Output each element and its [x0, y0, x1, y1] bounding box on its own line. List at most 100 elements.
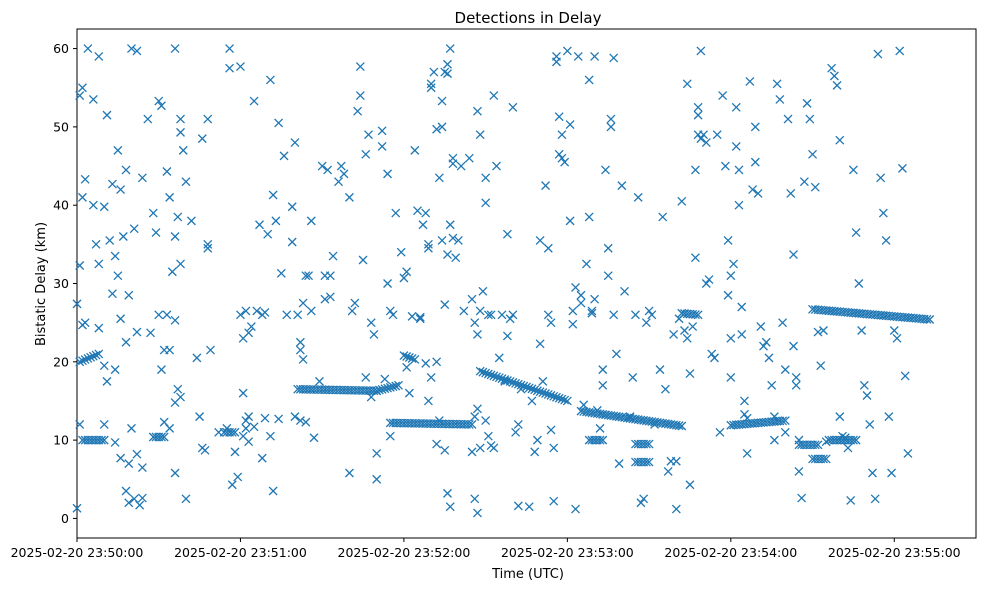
data-point: [203, 239, 213, 249]
data-point: [543, 243, 553, 253]
data-point: [587, 308, 597, 318]
data-point: [344, 192, 354, 202]
data-point: [167, 267, 177, 277]
data-point: [165, 423, 175, 433]
data-point: [535, 339, 545, 349]
data-point: [116, 314, 126, 324]
y-tick-label: 60: [53, 41, 69, 56]
data-point: [225, 63, 235, 73]
y-tick-label: 50: [53, 119, 69, 134]
data-point: [426, 373, 436, 382]
data-point: [609, 310, 619, 320]
data-point: [394, 380, 403, 390]
data-point: [892, 333, 902, 343]
data-point: [448, 233, 458, 243]
data-point: [336, 161, 346, 171]
data-point: [846, 495, 856, 505]
data-point: [443, 69, 452, 79]
data-point: [590, 51, 600, 61]
data-point: [176, 114, 185, 124]
data-point: [72, 503, 82, 513]
data-point: [334, 177, 343, 187]
data-point: [710, 353, 719, 363]
data-point: [848, 165, 858, 175]
data-point: [481, 416, 491, 425]
data-point: [227, 427, 237, 437]
data-point: [603, 243, 613, 253]
data-point: [513, 501, 523, 511]
data-point: [445, 502, 455, 512]
data-point: [77, 356, 87, 366]
data-point: [320, 294, 330, 304]
data-point: [876, 173, 886, 183]
data-point: [475, 306, 485, 316]
data-point: [497, 310, 507, 320]
data-point: [276, 268, 286, 278]
y-tick-label: 40: [53, 198, 69, 213]
data-point: [552, 392, 561, 402]
data-point: [492, 372, 501, 382]
data-point: [99, 435, 109, 445]
data-point: [325, 271, 335, 281]
data-point: [116, 453, 126, 463]
data-point: [502, 331, 512, 341]
data-point: [301, 271, 311, 281]
data-point: [674, 314, 684, 324]
data-point: [810, 182, 820, 192]
data-point: [132, 449, 142, 459]
data-point: [255, 220, 264, 230]
data-point: [715, 427, 725, 437]
data-point: [257, 453, 267, 463]
data-point: [677, 196, 687, 206]
data-point: [186, 216, 196, 226]
data-point: [897, 163, 907, 173]
data-point: [317, 161, 327, 171]
data-point: [925, 315, 935, 324]
data-point: [80, 174, 90, 184]
data-point: [693, 102, 703, 112]
data-point: [562, 396, 572, 406]
data-point: [459, 306, 469, 316]
data-point: [440, 67, 450, 77]
data-point: [445, 44, 455, 54]
data-point: [573, 51, 583, 61]
data-point: [415, 314, 425, 324]
data-point: [230, 427, 240, 437]
data-point: [200, 445, 210, 455]
data-point: [693, 310, 703, 320]
data-point: [170, 44, 180, 54]
data-point: [671, 456, 681, 466]
data-point: [922, 314, 932, 324]
data-point: [344, 468, 354, 478]
data-point: [489, 371, 499, 381]
data-point: [505, 314, 515, 324]
data-point: [72, 299, 82, 309]
data-point: [233, 472, 243, 482]
data-point: [127, 44, 136, 54]
data-point: [527, 396, 537, 406]
data-point: [854, 279, 864, 288]
data-point: [235, 310, 245, 320]
data-point: [456, 161, 466, 171]
data-point: [181, 494, 191, 504]
data-point: [244, 328, 254, 338]
data-point: [685, 480, 695, 490]
data-point: [524, 502, 534, 512]
data-point: [99, 361, 109, 371]
data-point: [778, 416, 788, 426]
data-point: [794, 466, 804, 476]
data-point: [516, 384, 526, 394]
data-point: [230, 447, 240, 457]
data-point: [437, 96, 447, 106]
data-point: [88, 95, 98, 104]
data-point: [437, 122, 447, 132]
data-point: [658, 212, 668, 222]
data-point: [541, 389, 551, 398]
data-point: [99, 202, 109, 212]
data-point: [552, 51, 561, 61]
data-point: [647, 310, 657, 320]
data-point: [532, 435, 542, 445]
data-point: [478, 286, 488, 296]
x-tick-label: 2025-02-20 23:53:00: [501, 545, 634, 560]
